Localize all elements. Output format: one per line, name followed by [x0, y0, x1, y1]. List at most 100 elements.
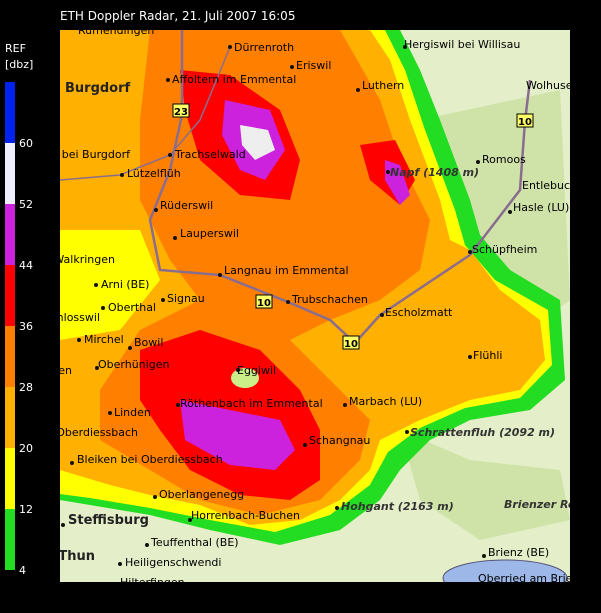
road-number: 10	[344, 339, 358, 350]
place-label: Marbach (LU)	[349, 395, 422, 408]
place-label: Flühli	[473, 349, 502, 362]
town-label: Burgdorf	[65, 81, 131, 96]
place-dot	[335, 506, 339, 510]
place-label: Romoos	[482, 153, 526, 166]
place-dot	[343, 403, 347, 407]
place-dot	[356, 88, 360, 92]
place-label: Eriswil	[296, 59, 331, 72]
place-label: Trachselwald	[174, 148, 246, 161]
color-step	[5, 143, 15, 204]
town-label: Thun	[58, 549, 95, 564]
color-step	[5, 387, 15, 448]
peak-label: Schrattenfluh (2092 m)	[410, 426, 555, 439]
place-label: Bowil	[134, 336, 163, 349]
place-dot	[166, 78, 170, 82]
place-dot	[176, 403, 180, 407]
legend-tick: 28	[19, 381, 33, 394]
place-dot	[403, 45, 407, 49]
place-label: Eggiwil	[237, 364, 276, 377]
legend-tick: 52	[19, 198, 33, 211]
place-label: Arni (BE)	[101, 278, 149, 291]
color-step	[5, 326, 15, 387]
color-step	[5, 204, 15, 265]
place-label: Luthern	[362, 79, 404, 92]
place-dot	[154, 208, 158, 212]
place-label: Heiligenschwendi	[125, 556, 221, 569]
place-label: Linden	[114, 406, 151, 419]
place-dot	[168, 153, 172, 157]
road-shield	[255, 294, 273, 309]
place-label: Signau	[167, 292, 205, 305]
place-dot	[95, 366, 99, 370]
place-label: Entlebuch	[522, 179, 577, 192]
road-shield	[516, 113, 534, 128]
peak-label: Hohgant (2163 m)	[341, 500, 454, 513]
place-dot	[108, 411, 112, 415]
legend-title: REF	[5, 42, 26, 55]
place-dot	[145, 543, 149, 547]
place-dot	[290, 65, 294, 69]
place-label: Oberlangenegg	[159, 488, 244, 501]
place-label: Lauperswil	[180, 227, 239, 240]
place-dot	[173, 236, 177, 240]
place-label: Konolfingen	[7, 364, 72, 377]
place-dot	[153, 495, 157, 499]
place-label: Dürrenroth	[234, 41, 294, 54]
place-dot	[94, 283, 98, 287]
legend-tick: 60	[19, 137, 33, 150]
road-number: 23	[174, 107, 188, 118]
place-label: Schlosswil	[44, 311, 100, 324]
place-label: Schangnau	[309, 434, 370, 447]
legend-tick: 20	[19, 442, 33, 455]
place-dot	[468, 250, 472, 254]
color-step	[5, 265, 15, 326]
map: Rumendingen Dürrenroth Hergiswil bei Willi…	[7, 24, 601, 585]
place-dot	[303, 443, 307, 447]
place-label: Escholzmatt	[385, 306, 453, 319]
place-label: Rumendingen	[78, 24, 154, 37]
place-label: Rüderswil	[160, 199, 213, 212]
place-label: Lützelflüh	[127, 167, 181, 180]
place-dot	[380, 313, 384, 317]
place-label: Oberdiessbach	[56, 426, 138, 439]
place-dot	[405, 430, 409, 434]
place-label: Wolhusen	[526, 79, 579, 92]
place-label: Langnau im Emmental	[224, 264, 349, 277]
road-shield	[342, 335, 360, 350]
place-label: Horrenbach-Buchen	[191, 509, 300, 522]
title: ETH Doppler Radar, 21. Juli 2007 16:05	[60, 9, 295, 23]
color-step	[5, 509, 15, 570]
place-dot	[236, 368, 240, 372]
place-dot	[120, 173, 124, 177]
place-dot	[476, 160, 480, 164]
place-dot	[228, 45, 232, 49]
place-label: Hasle bei Burgdorf	[28, 148, 131, 161]
place-dot	[188, 518, 192, 522]
town-label: Steffisburg	[68, 513, 149, 528]
color-step	[5, 448, 15, 509]
legend-tick: 4	[19, 564, 26, 577]
place-dot	[61, 523, 65, 527]
place-label: Oberried am Brienzersee	[478, 572, 601, 585]
place-label: Brienz (BE)	[488, 546, 549, 559]
place-label: Schüpfheim	[472, 243, 537, 256]
road-number: 10	[518, 117, 532, 128]
place-label: Trubschachen	[291, 293, 368, 306]
color-bar: 60 52 44 36 28 20 12 4	[5, 82, 33, 577]
road-number: 10	[257, 298, 271, 309]
legend-tick: 12	[19, 503, 33, 516]
legend-tick: 44	[19, 259, 33, 272]
place-dot	[77, 338, 81, 342]
peak-label: Brienzer Rothorn	[504, 498, 601, 511]
place-dot	[128, 346, 132, 350]
place-label: Walkringen	[53, 253, 115, 266]
color-step	[5, 82, 15, 143]
place-label: Bleiken bei Oberdiessbach	[77, 453, 223, 466]
place-dot	[161, 298, 165, 302]
legend-tick: 36	[19, 320, 33, 333]
place-dot	[70, 461, 74, 465]
road-shield	[172, 103, 190, 118]
place-dot	[508, 210, 512, 214]
place-dot	[468, 355, 472, 359]
